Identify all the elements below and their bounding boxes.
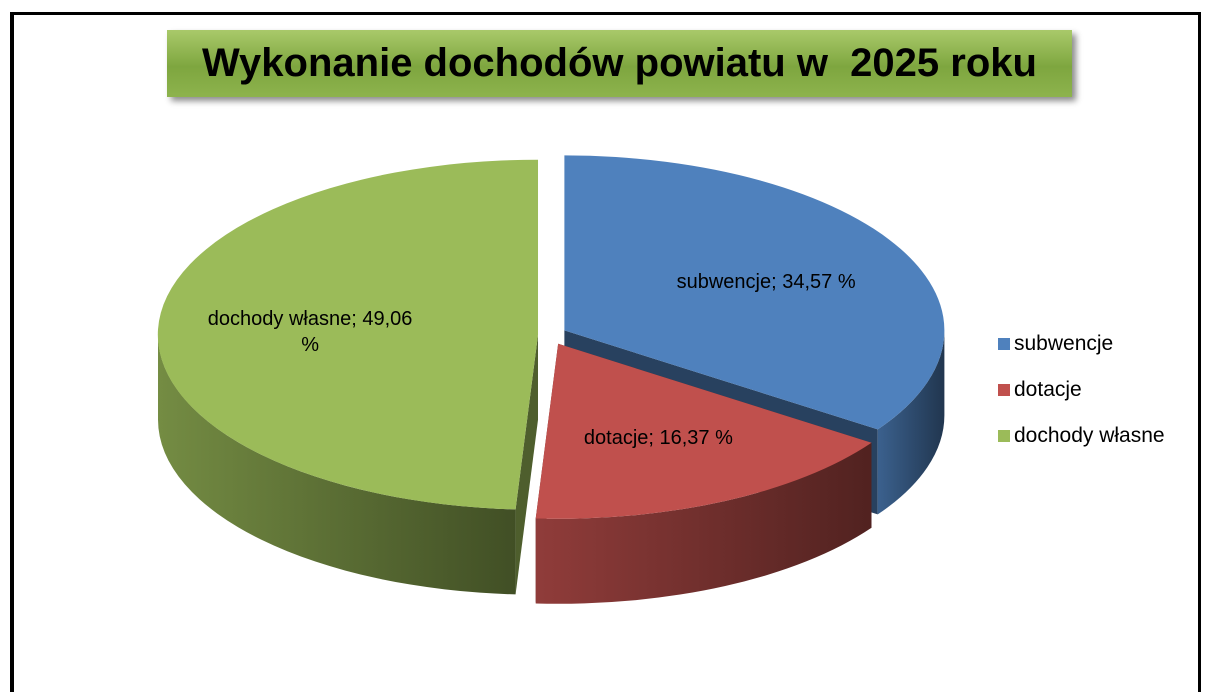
legend-item: dotacje — [998, 378, 1082, 402]
legend-item: subwencje — [998, 332, 1113, 356]
slice-face — [515, 334, 539, 595]
slice — [157, 159, 539, 510]
legend-swatch — [998, 338, 1010, 350]
slice — [535, 343, 872, 519]
page: Wykonanie dochodów powiatu w 2025 roku (… — [10, 12, 1201, 692]
legend-label: dotacje — [1014, 378, 1082, 401]
slice-side — [535, 442, 872, 604]
slice — [564, 155, 945, 430]
legend-label: subwencje — [1014, 332, 1114, 355]
legend-item: dochody własne — [998, 424, 1165, 448]
slice-side — [877, 330, 945, 515]
legend-label: dochody własne — [1014, 424, 1165, 447]
data-label: dochody własne; 49,06 % — [207, 307, 413, 356]
legend-swatch — [998, 430, 1010, 442]
data-label: subwencje; 34,57 % — [676, 270, 856, 293]
data-label: dotacje; 16,37 % — [583, 427, 733, 450]
chart — [157, 155, 945, 604]
frame — [10, 12, 1201, 692]
chart-title: Wykonanie dochodów powiatu w 2025 roku — [167, 30, 1072, 97]
slice-side — [158, 334, 516, 595]
legend-swatch — [998, 384, 1010, 396]
